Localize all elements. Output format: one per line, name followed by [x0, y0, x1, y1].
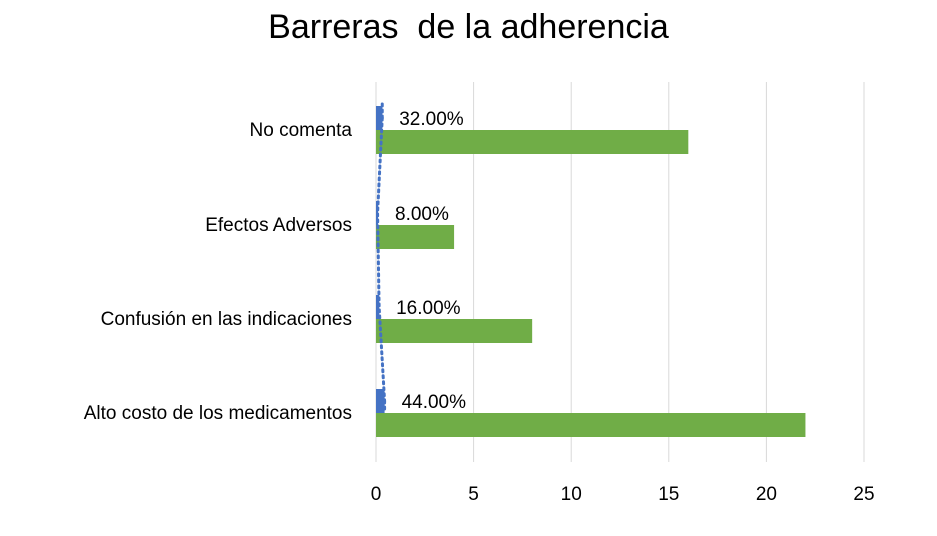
x-tick-label: 5	[468, 484, 479, 505]
category-label: Efectos Adversos	[205, 215, 352, 236]
category-label: Confusión en las indicaciones	[101, 309, 352, 330]
chart-title: Barreras de la adherencia	[268, 8, 669, 46]
x-tick-label: 15	[658, 484, 679, 505]
category-label: No comenta	[250, 120, 353, 141]
data-label: 16.00%	[396, 298, 461, 319]
x-tick-label: 20	[756, 484, 777, 505]
bar-blue	[376, 295, 380, 319]
bar-green	[376, 130, 689, 154]
bar-green	[376, 413, 806, 437]
category-label: Alto costo de los medicamentos	[84, 403, 352, 424]
bar-blue	[376, 389, 385, 413]
x-tick-label: 25	[853, 484, 874, 505]
x-tick-label: 10	[561, 484, 582, 505]
bar-green	[376, 225, 455, 249]
x-tick-label: 0	[371, 484, 382, 505]
bar-green	[376, 319, 533, 343]
data-label: 8.00%	[395, 204, 449, 225]
data-label: 32.00%	[399, 109, 464, 130]
data-label: 44.00%	[402, 392, 467, 413]
bar-blue	[376, 106, 383, 130]
trendline	[376, 116, 387, 403]
